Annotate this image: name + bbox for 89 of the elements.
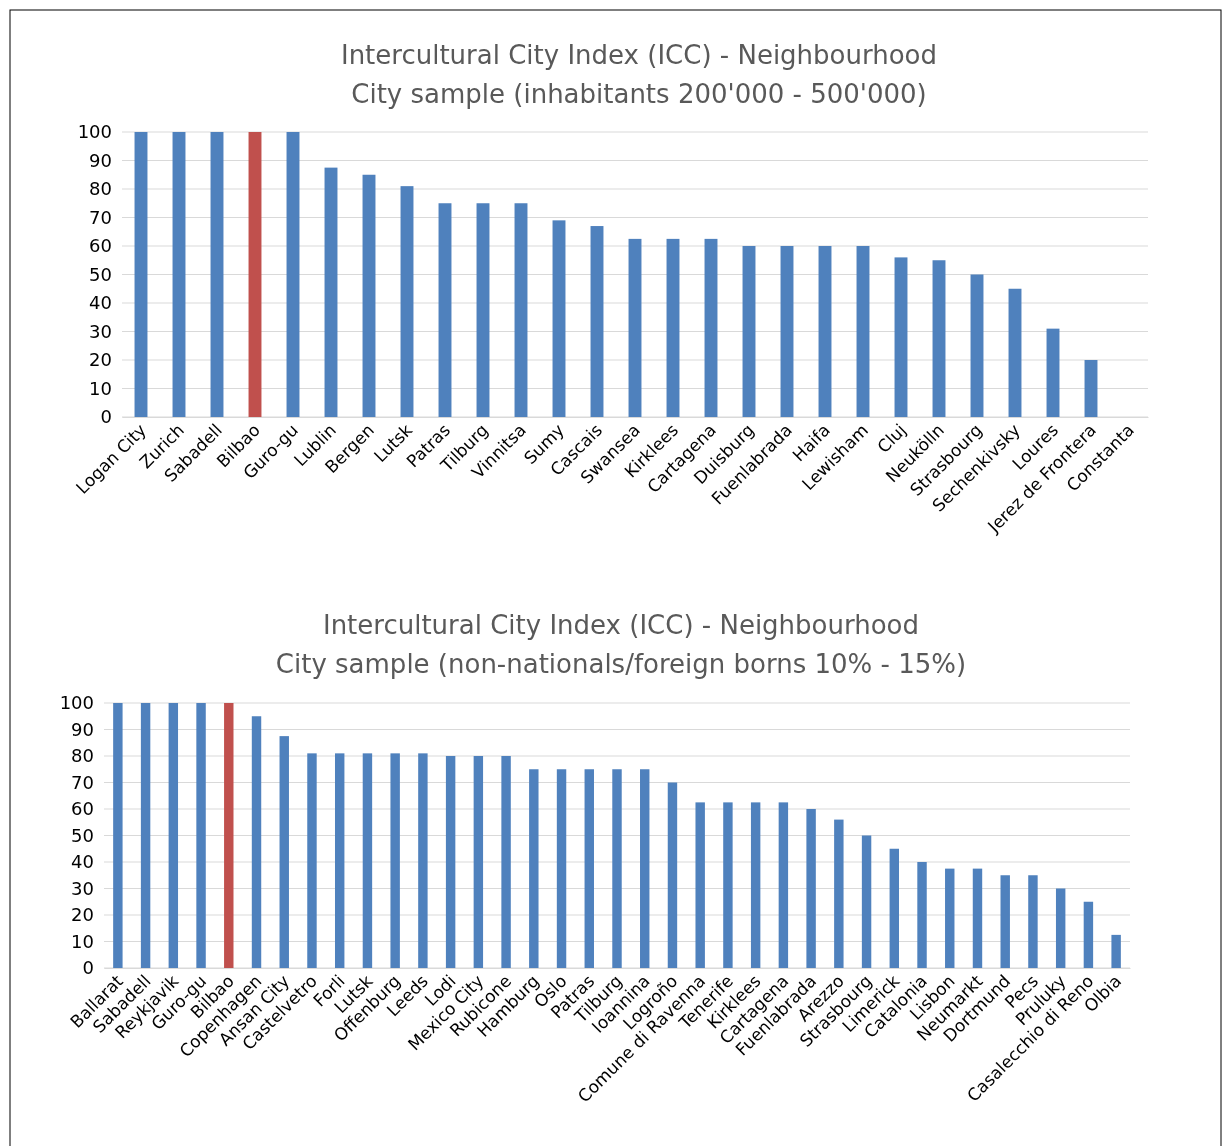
bar (723, 802, 733, 968)
y-tick-label: 60 (71, 798, 94, 820)
bar (113, 703, 123, 968)
bar (286, 132, 300, 417)
bar (750, 802, 761, 968)
bar (742, 246, 756, 417)
bar (445, 756, 456, 968)
bar (1008, 288, 1022, 417)
bar (279, 736, 289, 968)
bar (834, 819, 844, 968)
bar (224, 703, 234, 968)
bar (473, 756, 484, 968)
bar (168, 703, 179, 968)
y-tick-label: 60 (89, 235, 112, 257)
bar (780, 246, 794, 417)
chart-title: Intercultural City Index (ICC) - Neighbourhood (340, 40, 938, 70)
y-tick-label: 30 (71, 877, 94, 899)
bar (612, 769, 622, 968)
bar (889, 848, 900, 968)
bar (1028, 875, 1038, 968)
bar (514, 203, 528, 417)
y-tick-label: 0 (100, 406, 112, 428)
y-tick-label: 50 (71, 824, 94, 846)
bar (704, 238, 718, 417)
y-tick-label: 100 (77, 121, 112, 143)
bar (438, 203, 452, 417)
bar (856, 246, 870, 417)
y-tick-label: 20 (89, 349, 112, 371)
bar (1084, 360, 1098, 417)
bar (932, 260, 946, 417)
bar (584, 769, 594, 968)
bar (390, 753, 400, 968)
bar (134, 132, 148, 417)
y-tick-label: 90 (89, 149, 112, 171)
bar (590, 226, 604, 417)
bar (362, 753, 373, 968)
y-tick-label: 40 (71, 851, 94, 873)
bar (640, 769, 650, 968)
bar (1055, 888, 1066, 968)
bar (628, 238, 642, 417)
bar (1046, 328, 1060, 417)
y-tick-label: 30 (89, 320, 112, 342)
chart-title: Intercultural City Index (ICC) - Neighbourhood (322, 610, 920, 640)
y-tick-label: 10 (89, 377, 112, 399)
y-tick-label: 10 (71, 930, 94, 952)
bar (818, 246, 832, 417)
bar (334, 753, 345, 968)
bar (1083, 901, 1094, 968)
y-tick-label: 40 (89, 292, 112, 314)
bar (556, 769, 567, 968)
bar (210, 132, 224, 417)
bar (778, 802, 789, 968)
bar (501, 756, 511, 968)
bar (400, 186, 414, 417)
y-tick-label: 80 (71, 745, 94, 767)
bar (418, 753, 428, 968)
bar (894, 257, 908, 417)
bar (861, 835, 872, 968)
y-tick-label: 90 (71, 718, 94, 740)
bar (251, 716, 262, 968)
bar (172, 132, 186, 417)
y-tick-label: 0 (82, 957, 94, 979)
y-tick-label: 50 (89, 263, 112, 285)
bar (196, 703, 206, 968)
bar (140, 703, 151, 968)
y-tick-label: 70 (71, 771, 94, 793)
bar (917, 862, 927, 968)
bar (1111, 934, 1121, 968)
chart-subtitle: City sample (non-nationals/foreign borns 10% - 15%) (275, 649, 967, 679)
bar (552, 220, 566, 417)
bar (667, 782, 678, 968)
bar (806, 809, 816, 968)
bar (307, 753, 317, 968)
bar (945, 868, 955, 968)
bar (666, 238, 680, 417)
bar (476, 203, 490, 417)
bar (248, 132, 262, 417)
bar (529, 769, 539, 968)
bar (1000, 875, 1010, 968)
y-tick-label: 80 (89, 178, 112, 200)
y-tick-label: 70 (89, 206, 112, 228)
y-tick-label: 20 (71, 904, 94, 926)
bar (972, 868, 983, 968)
bar (695, 802, 705, 968)
chart-subtitle: City sample (inhabitants 200'000 - 500'000) (351, 79, 927, 109)
bar (324, 167, 338, 417)
y-tick-label: 100 (59, 692, 94, 714)
bar (970, 274, 984, 417)
bar (362, 174, 376, 417)
